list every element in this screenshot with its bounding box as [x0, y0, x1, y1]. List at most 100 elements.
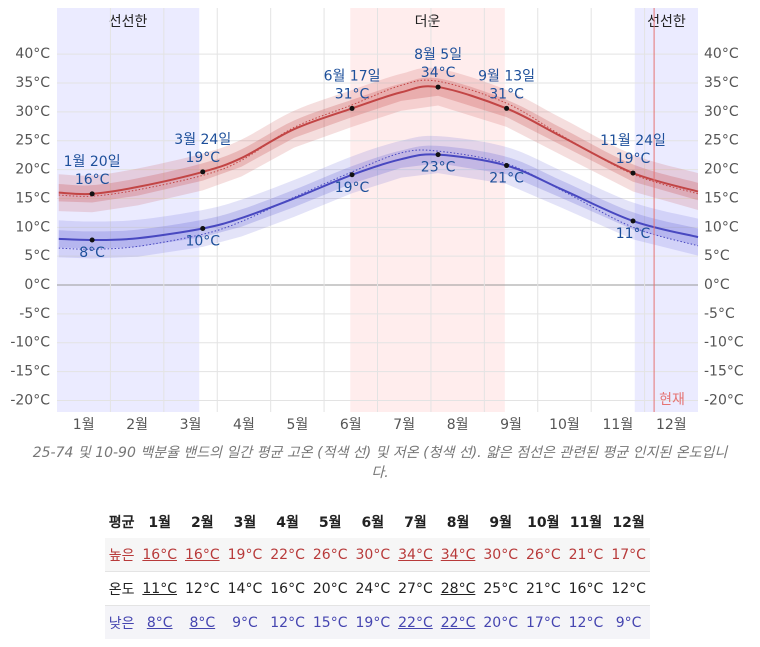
table-cell: 21°C — [568, 546, 604, 563]
x-tick-label: 9월 — [500, 417, 522, 433]
low-point — [200, 225, 206, 231]
y2-tick-label: 25°C — [704, 133, 739, 149]
y2-tick-label: -20°C — [704, 392, 744, 408]
table-cell: 8°C — [189, 614, 216, 631]
annotation-value: 19°C — [616, 151, 651, 167]
header-cell: 2월 — [190, 514, 214, 531]
y-tick-label: 25°C — [15, 133, 50, 149]
table-cell: 26°C — [312, 546, 348, 563]
perceived-line — [58, 79, 699, 197]
table-cell: 17°C — [526, 614, 561, 631]
low-point — [435, 152, 441, 158]
chart: 선선한 더운 선선한 40°C 40°C 35°C 35°C 30°C 30°C 25°C 25°C… — [10, 8, 744, 433]
y-tick-label: -20°C — [10, 392, 50, 408]
annotation-value: 23°C — [421, 160, 456, 176]
table-cell: 30°C — [483, 546, 518, 563]
x-tick-label: 7월 — [393, 417, 415, 433]
annotation-value: 16°C — [75, 172, 110, 188]
y-tick-label: 30°C — [15, 104, 50, 120]
y-tick-label: -15°C — [10, 364, 50, 380]
percentile-band — [58, 135, 698, 259]
season-band — [634, 8, 698, 412]
table-cell: 9°C — [615, 614, 642, 631]
table-row: 높은 16°C 16°C 19°C 22°C 26°C 30°C 34°C 34°C 30°C 26… — [105, 538, 650, 572]
annotation-date: 1월 20일 — [64, 154, 121, 170]
low-point — [504, 163, 510, 169]
y-tick-label: 20°C — [15, 162, 50, 178]
header-cell: 8월 — [446, 514, 470, 531]
annotation-value: 19°C — [185, 150, 220, 166]
x-tick-label: 4월 — [233, 417, 255, 433]
percentile-band — [58, 77, 698, 203]
annotation-date: 3월 24일 — [174, 132, 231, 148]
x-tick-label: 1월 — [73, 417, 95, 433]
header-cell: 12월 — [612, 514, 645, 531]
y2-tick-label: 40°C — [704, 46, 739, 62]
table-cell: 34°C — [398, 546, 433, 563]
y2-tick-label: 0°C — [704, 277, 730, 293]
annotation-date: 6월 17일 — [324, 68, 381, 84]
header-cell: 4월 — [276, 514, 299, 531]
y-tick-label: 5°C — [24, 248, 50, 264]
table-cell: 12°C — [185, 580, 220, 597]
table-cell: 20°C — [312, 580, 348, 597]
x-tick-label: 11월 — [603, 417, 634, 433]
x-tick-label: 6월 — [340, 417, 362, 433]
high-point — [349, 105, 355, 111]
low-point — [630, 218, 636, 224]
table-cell: 19°C — [227, 546, 263, 563]
row-label: 높은 — [108, 547, 135, 564]
season-band — [350, 8, 505, 412]
y-tick-label: 35°C — [15, 75, 50, 91]
high-point — [630, 170, 636, 176]
table-cell: 34°C — [440, 546, 476, 563]
annotation-value: 34°C — [421, 65, 456, 81]
x-tick-label: 8월 — [447, 417, 469, 433]
season-label: 선선한 — [647, 14, 686, 30]
table-cell: 9°C — [232, 614, 258, 631]
y-tick-label: 40°C — [15, 46, 50, 62]
y2-tick-label: 15°C — [704, 190, 739, 206]
y2-tick-label: 10°C — [704, 219, 739, 235]
header-cell: 6월 — [361, 514, 385, 531]
y2-tick-label: 20°C — [704, 162, 739, 178]
percentile-band — [58, 145, 698, 249]
annotation-date: 9월 13일 — [478, 68, 535, 84]
x-tick-label: 3월 — [180, 417, 202, 433]
row-label: 온도 — [108, 581, 135, 598]
annotation-value: 31°C — [335, 86, 370, 102]
table-row: 낮은 8°C 8°C 9°C 12°C 15°C 19°C 22°C 22°C 20°C 17°C 1… — [105, 605, 650, 639]
season-label: 더운 — [415, 14, 441, 30]
low-point — [89, 237, 95, 243]
table-cell: 8°C — [146, 614, 173, 631]
table-cell: 12°C — [270, 614, 305, 631]
table-cell: 30°C — [355, 546, 391, 563]
x-tick-label: 10월 — [549, 417, 580, 433]
y2-tick-label: -10°C — [704, 335, 744, 351]
perceived-line — [58, 149, 699, 250]
annotation-date: 8월 5일 — [414, 47, 462, 63]
table-cell: 20°C — [483, 614, 518, 631]
high-point — [435, 84, 441, 90]
caption: 25-74 및 10-90 백분율 밴드의 일간 평균 고온 (적색 선) 및 … — [32, 445, 728, 481]
high-point — [200, 169, 206, 175]
annotation-value: 19°C — [335, 180, 370, 196]
table-cell: 17°C — [611, 546, 646, 563]
y-tick-label: -5°C — [19, 306, 50, 322]
x-tick-label: 12월 — [656, 417, 687, 433]
table-cell: 12°C — [611, 580, 646, 597]
annotation-value: 10°C — [185, 233, 220, 249]
table-row: 온도 11°C 12°C 14°C 16°C 20°C 24°C 27°C 28°C 25°C 21… — [105, 571, 650, 606]
annotation-value: 8°C — [79, 245, 105, 261]
y-tick-label: 10°C — [15, 219, 50, 235]
header-cell: 9월 — [489, 514, 512, 531]
table-cell: 28°C — [440, 580, 476, 597]
table-cell: 21°C — [526, 580, 561, 597]
y2-tick-label: 5°C — [704, 248, 730, 264]
annotation-value: 31°C — [489, 86, 524, 102]
header-cell: 10월 — [527, 514, 560, 531]
summary-table: 평균 1월 2월 3월 4월 5월 6월 7월 8월 9월 10월 11월 12월 높은 16°C 16°C 1… — [105, 505, 650, 639]
table-cell: 16°C — [185, 546, 220, 563]
x-tick-label: 2월 — [126, 417, 148, 433]
